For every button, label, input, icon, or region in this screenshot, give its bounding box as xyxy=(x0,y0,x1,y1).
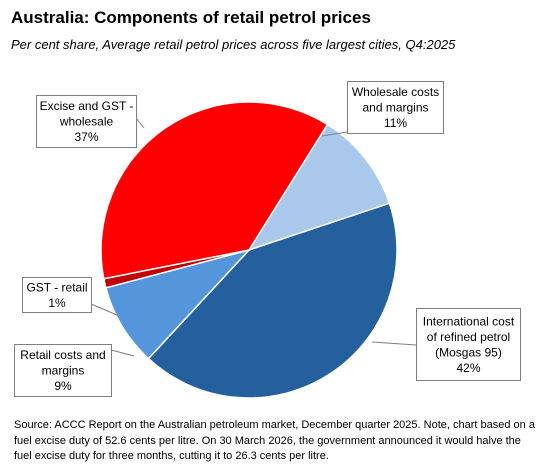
pie-slices xyxy=(100,101,398,399)
leader-line xyxy=(90,303,118,316)
label-text: Excise and GST - xyxy=(40,99,134,113)
label-box xyxy=(14,344,112,397)
pie-slice xyxy=(147,202,398,399)
label-text: and margins xyxy=(362,101,428,115)
leader-line xyxy=(321,131,348,137)
label-text: International cost xyxy=(423,314,515,328)
slice-label: GST - retail 1% xyxy=(22,277,118,316)
label-text: Retail costs and xyxy=(20,348,105,362)
label-text: 37% xyxy=(74,130,98,144)
leader-line xyxy=(135,117,145,129)
slice-label: International cost of refined petrol(Mosg… xyxy=(371,308,521,381)
leader-line xyxy=(110,349,135,357)
pie-slice xyxy=(105,249,250,360)
label-text: 1% xyxy=(48,296,66,310)
leader-line xyxy=(371,341,417,346)
chart-subtitle: Per cent share, Average retail petrol pr… xyxy=(11,37,456,52)
source-note: Source: ACCC Report on the Australian pe… xyxy=(14,419,535,462)
pie-slice xyxy=(248,123,391,251)
label-text: Wholesale costs xyxy=(352,85,439,99)
label-text: GST - retail xyxy=(26,280,87,294)
chart-title: Australia: Components of retail petrol p… xyxy=(11,8,371,27)
label-box xyxy=(22,277,92,313)
label-text: (Mosgas 95) xyxy=(435,345,502,359)
label-box xyxy=(347,81,444,134)
label-text: 42% xyxy=(456,361,480,375)
label-text: of refined petrol xyxy=(427,330,510,344)
label-text: wholesale xyxy=(59,115,114,129)
label-box xyxy=(416,308,521,381)
label-text: margins xyxy=(42,364,85,378)
label-text: 9% xyxy=(54,379,72,393)
pie-slice xyxy=(100,101,329,280)
label-box xyxy=(36,95,137,148)
label-text: 11% xyxy=(384,116,407,130)
